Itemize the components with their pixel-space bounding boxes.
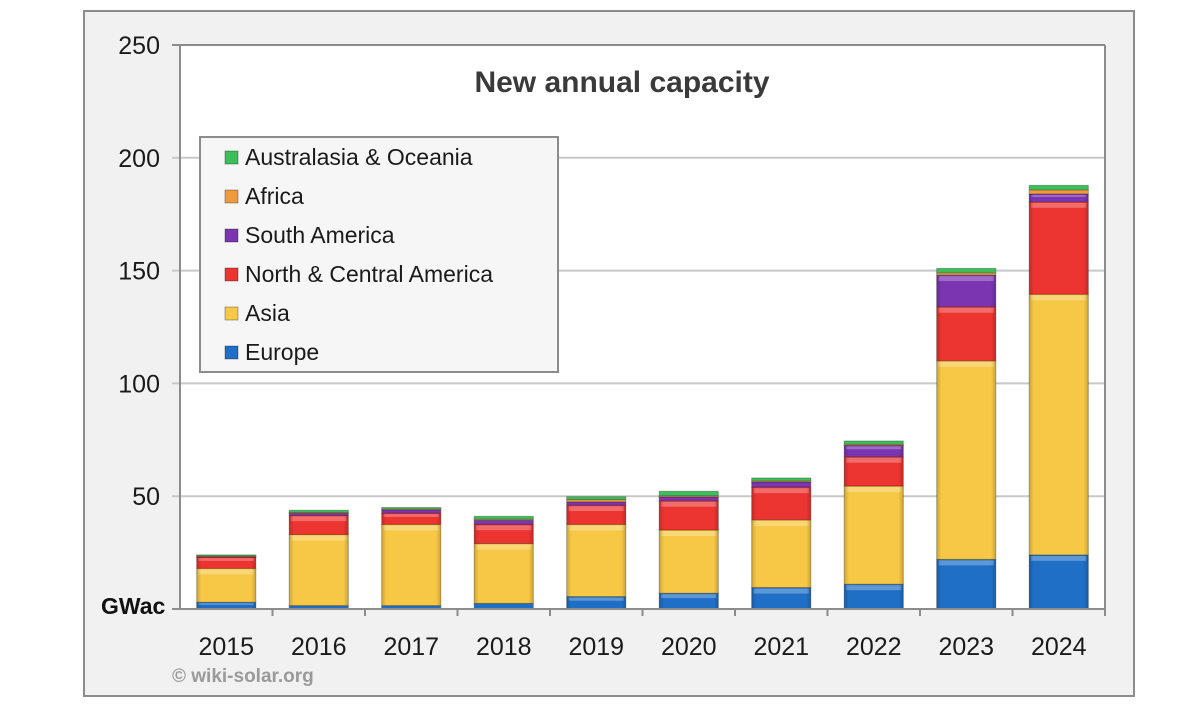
bar-segment-australasia-oceania <box>566 496 627 501</box>
y-tick-label: 150 <box>118 258 160 286</box>
bar-shading <box>1029 554 1089 609</box>
bar-segment-australasia-oceania <box>658 490 719 497</box>
bar-stack-2024 <box>1028 184 1089 610</box>
bar-shading <box>566 596 626 609</box>
y-axis-unit-label: GWac <box>101 593 166 619</box>
legend-label: Europe <box>245 339 319 365</box>
legend-item-australasia-oceania: Australasia & Oceania <box>224 144 473 170</box>
x-tick-label: 2019 <box>568 633 624 661</box>
bar-segment-south-america <box>566 501 627 506</box>
bar-shading <box>844 456 904 487</box>
bar-shading <box>844 486 904 585</box>
bar-stack-2017 <box>381 506 442 610</box>
bar-segment-south-america <box>473 519 534 525</box>
x-tick-labels: 2015 2016 2017 2018 2019 2020 2021 2022 2023 2024 <box>198 633 1086 661</box>
x-tick-label: 2017 <box>383 633 439 661</box>
bar-segment-south-america <box>751 481 812 488</box>
bar-segment-australasia-oceania <box>1028 184 1089 191</box>
credit-text: © wiki-solar.org <box>172 666 314 687</box>
bar-shading <box>751 587 811 609</box>
bar-segment-australasia-oceania <box>473 515 534 520</box>
bar-segment-australasia-oceania <box>288 509 349 513</box>
bar-segment-south-america <box>658 496 719 502</box>
y-tick-labels: 50 100 150 200 250 <box>118 32 160 511</box>
legend-label: North & Central America <box>245 261 493 287</box>
bar-stack-2016 <box>288 509 349 610</box>
bar-shading <box>659 530 719 594</box>
legend: Australasia & Oceania Africa South America… <box>199 136 559 373</box>
legend-label: Africa <box>245 183 304 209</box>
bar-shading <box>566 524 626 597</box>
bar-shading <box>381 524 441 606</box>
bar-shading <box>936 306 996 361</box>
bar-shading <box>659 593 719 609</box>
legend-box <box>199 136 559 373</box>
bar-segment-australasia-oceania <box>843 440 904 445</box>
bar-shading <box>474 524 534 544</box>
bar-segment-australasia-oceania <box>196 554 257 557</box>
bar-stack-2019 <box>566 496 627 610</box>
bar-segment-africa <box>1028 189 1089 195</box>
x-tick-label: 2024 <box>1031 633 1087 661</box>
legend-item-europe: Europe <box>224 339 319 365</box>
bar-segment-australasia-oceania <box>936 267 997 274</box>
legend-swatch <box>224 228 239 243</box>
bar-stack-2022 <box>843 440 904 610</box>
chart-title: New annual capacity <box>474 66 769 99</box>
x-tick-label: 2021 <box>753 633 809 661</box>
bar-stack-2018 <box>473 515 534 610</box>
legend-label: South America <box>245 222 395 248</box>
legend-label: Australasia & Oceania <box>245 144 473 170</box>
legend-item-north-central-america: North & Central America <box>224 261 493 287</box>
legend-swatch <box>224 189 239 204</box>
bar-segment-australasia-oceania <box>381 506 442 510</box>
legend-item-asia: Asia <box>224 300 290 326</box>
bar-shading <box>1029 193 1089 202</box>
bar-shading <box>474 543 534 604</box>
bar-stack-2015 <box>196 554 257 610</box>
x-tick-label: 2015 <box>198 633 254 661</box>
bar-shading <box>289 534 349 606</box>
bars <box>196 184 1089 610</box>
y-tick-label: 250 <box>118 32 160 60</box>
bar-segment-africa <box>658 495 719 498</box>
bar-shading <box>196 602 256 609</box>
x-tick-label: 2020 <box>661 633 717 661</box>
legend-swatch <box>224 150 239 165</box>
axes <box>172 45 1106 616</box>
bar-shading <box>844 445 904 457</box>
bar-segment-australasia-oceania <box>751 477 812 482</box>
bar-shading <box>659 500 719 531</box>
bar-shading <box>381 513 441 525</box>
bar-stack-2021 <box>751 477 812 610</box>
bar-shading <box>751 487 811 520</box>
bar-shading <box>936 360 996 560</box>
legend-label: Asia <box>245 300 290 326</box>
legend-item-africa: Africa <box>224 183 304 209</box>
x-tick-label: 2018 <box>476 633 532 661</box>
bar-shading <box>936 559 996 609</box>
bar-stack-2023 <box>936 267 997 610</box>
bar-stack-2020 <box>658 490 719 610</box>
y-tick-label: 50 <box>132 483 160 511</box>
legend-swatch <box>224 345 239 360</box>
bar-shading <box>844 584 904 609</box>
bar-shading <box>196 568 256 603</box>
x-tick-label: 2023 <box>938 633 994 661</box>
bar-shading <box>1029 294 1089 555</box>
y-tick-label: 200 <box>118 145 160 173</box>
legend-item-south-america: South America <box>224 222 395 248</box>
x-tick-label: 2016 <box>291 633 347 661</box>
legend-swatch <box>224 267 239 282</box>
bar-shading <box>1029 201 1089 295</box>
bar-shading <box>289 515 349 535</box>
bar-shading <box>566 505 626 525</box>
y-tick-label: 100 <box>118 370 160 398</box>
x-tick-label: 2022 <box>846 633 902 661</box>
bar-shading <box>936 275 996 307</box>
bar-shading <box>196 557 256 569</box>
bar-shading <box>751 519 811 588</box>
legend-swatch <box>224 306 239 321</box>
